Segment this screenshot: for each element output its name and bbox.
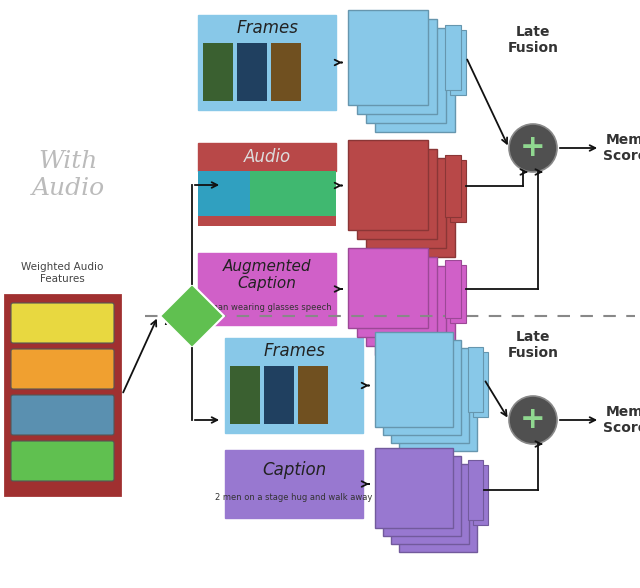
FancyBboxPatch shape (375, 275, 455, 355)
FancyBboxPatch shape (357, 257, 437, 337)
FancyBboxPatch shape (468, 347, 483, 412)
Circle shape (509, 124, 557, 172)
FancyBboxPatch shape (198, 253, 336, 325)
FancyBboxPatch shape (445, 155, 461, 217)
FancyBboxPatch shape (298, 366, 328, 424)
Text: Augmented
Caption: Augmented Caption (223, 259, 311, 291)
FancyBboxPatch shape (445, 25, 461, 90)
FancyBboxPatch shape (271, 43, 301, 101)
FancyBboxPatch shape (348, 10, 428, 105)
Text: Without
Audio: Without Audio (18, 445, 118, 495)
FancyBboxPatch shape (399, 356, 477, 451)
Text: Frames: Frames (236, 19, 298, 37)
Text: Late
Fusion: Late Fusion (508, 25, 559, 55)
FancyBboxPatch shape (366, 28, 446, 123)
Text: Late
Fusion: Late Fusion (508, 330, 559, 360)
FancyBboxPatch shape (450, 30, 466, 95)
Text: Mem
Score: Mem Score (603, 133, 640, 163)
Text: Causal
Uncertainty: Causal Uncertainty (30, 450, 95, 472)
Text: Familiarity: Familiarity (33, 364, 92, 374)
FancyBboxPatch shape (383, 340, 461, 435)
FancyBboxPatch shape (383, 456, 461, 536)
Text: +: + (520, 133, 546, 162)
FancyBboxPatch shape (225, 450, 363, 518)
FancyBboxPatch shape (198, 171, 336, 216)
Text: Caption: Caption (262, 461, 326, 479)
FancyBboxPatch shape (450, 160, 466, 222)
FancyBboxPatch shape (399, 472, 477, 552)
FancyBboxPatch shape (375, 332, 453, 427)
FancyBboxPatch shape (348, 248, 428, 328)
FancyBboxPatch shape (225, 338, 363, 433)
Text: Mem
Score: Mem Score (603, 405, 640, 435)
FancyBboxPatch shape (11, 349, 114, 389)
FancyBboxPatch shape (11, 441, 114, 481)
FancyBboxPatch shape (198, 216, 336, 226)
FancyBboxPatch shape (375, 167, 455, 257)
Text: Imageability: Imageability (28, 318, 97, 328)
Text: Gestalt
Threshold: Gestalt Threshold (163, 305, 221, 327)
Text: +: + (520, 406, 546, 435)
Text: Arousal: Arousal (42, 410, 83, 420)
FancyBboxPatch shape (250, 171, 336, 216)
FancyBboxPatch shape (445, 260, 461, 318)
FancyBboxPatch shape (198, 143, 336, 171)
FancyBboxPatch shape (391, 464, 469, 544)
FancyBboxPatch shape (450, 265, 466, 323)
Text: With
Audio: With Audio (31, 150, 104, 200)
FancyBboxPatch shape (198, 15, 336, 110)
FancyBboxPatch shape (473, 465, 488, 525)
FancyBboxPatch shape (11, 303, 114, 343)
Text: Weighted Audio
Features: Weighted Audio Features (21, 262, 104, 284)
FancyBboxPatch shape (5, 295, 120, 495)
FancyBboxPatch shape (264, 366, 294, 424)
Text: Frames: Frames (263, 342, 325, 360)
Text: 2 men on a stage hug and walk away: 2 men on a stage hug and walk away (215, 493, 372, 503)
FancyBboxPatch shape (11, 395, 114, 435)
FancyBboxPatch shape (357, 19, 437, 114)
Circle shape (509, 396, 557, 444)
FancyBboxPatch shape (230, 366, 260, 424)
FancyBboxPatch shape (468, 460, 483, 520)
FancyBboxPatch shape (203, 43, 233, 101)
FancyBboxPatch shape (391, 348, 469, 443)
Polygon shape (160, 284, 224, 348)
FancyBboxPatch shape (375, 37, 455, 132)
FancyBboxPatch shape (237, 43, 267, 101)
Text: a man wearing glasses speech: a man wearing glasses speech (202, 303, 332, 312)
FancyBboxPatch shape (375, 448, 453, 528)
FancyBboxPatch shape (357, 149, 437, 239)
FancyBboxPatch shape (366, 266, 446, 346)
FancyBboxPatch shape (473, 352, 488, 417)
FancyBboxPatch shape (198, 171, 250, 216)
FancyBboxPatch shape (348, 140, 428, 230)
Text: Audio: Audio (243, 148, 291, 166)
FancyBboxPatch shape (366, 158, 446, 248)
